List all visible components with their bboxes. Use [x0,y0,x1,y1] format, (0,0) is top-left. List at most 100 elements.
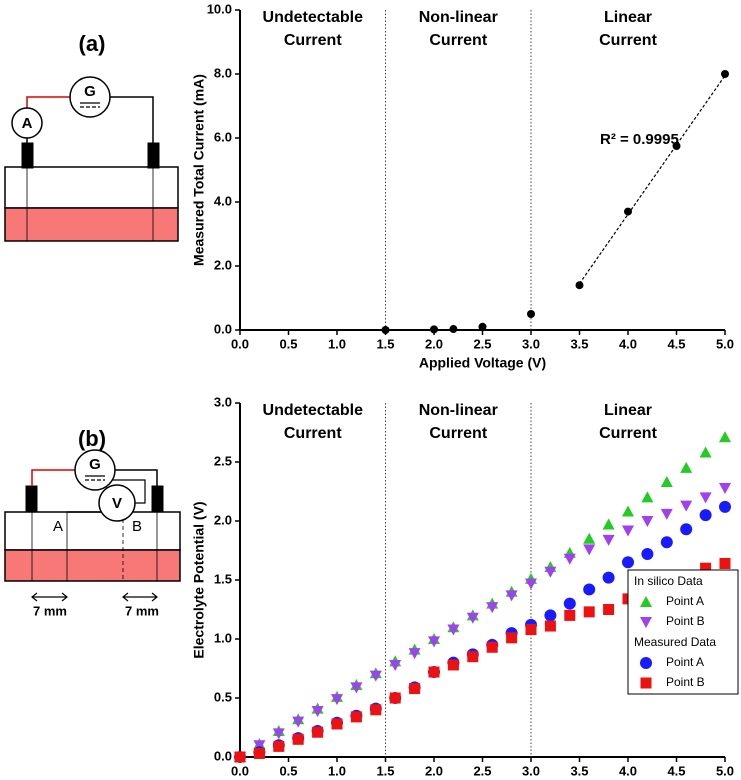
marker [564,609,576,621]
x-tick-label: 2.5 [473,336,491,351]
y-tick-label: 2.0 [214,257,232,272]
region-label: Current [429,32,487,49]
marker [525,578,537,590]
y-tick-label: 8.0 [214,65,232,80]
marker [563,553,576,565]
marker [719,482,731,494]
marker [389,692,401,704]
x-tick-label: 4.0 [619,763,637,778]
galvanostat-label: G [84,83,96,100]
region-label: Current [284,32,342,49]
legend-box [627,569,739,695]
marker [505,590,518,602]
marker [449,325,458,334]
marker [527,310,535,318]
marker [331,718,343,730]
marker [660,508,673,520]
marker [466,612,479,624]
marker [447,659,459,671]
y-tick-label: 0.5 [214,689,232,704]
marker [350,682,363,694]
marker [253,740,266,752]
marker [525,624,537,636]
marker [602,571,615,584]
y-tick-label: 10.0 [207,1,232,16]
fit-line [579,75,726,284]
legend-label: Point A [666,655,704,669]
marker [563,597,576,610]
y-tick-label: 4.0 [214,193,232,208]
legend-group-title: Measured Data [634,635,716,649]
marker [680,523,693,536]
x-tick-label: 4.5 [667,763,685,778]
annotation: R² = 0.9995 [600,131,679,148]
x-tick-label: 2.5 [473,763,491,778]
x-tick-label: 3.0 [522,763,540,778]
marker [680,500,693,512]
marker [622,525,634,537]
legend-label: Point B [666,614,705,628]
marker [583,583,596,596]
y-tick-label: 0.0 [214,748,232,763]
x-tick-label: 2.0 [425,336,443,351]
x-tick-label: 3.5 [570,336,588,351]
marker [641,548,654,561]
marker [719,431,731,443]
x-tick-label: 5.0 [716,336,734,351]
marker [408,648,421,660]
marker [700,562,712,574]
marker [292,716,305,728]
marker [544,609,557,622]
region-label: Linear [604,9,652,26]
marker [447,624,460,636]
marker [428,666,440,678]
panel-label: (a) [79,31,106,56]
marker [622,505,634,517]
y-tick-label: 3.0 [214,394,232,409]
point-b-label: B [132,518,142,535]
marker [486,602,499,614]
legend-label: Point A [666,594,704,608]
region-label: Non-linear [419,402,498,419]
region-label: Undetectable [263,402,364,419]
marker [312,726,324,738]
marker [506,632,518,644]
marker [381,326,390,334]
diagram-a [4,76,179,242]
marker [672,142,681,150]
legend-marker [640,617,652,628]
marker [660,476,673,488]
marker [428,636,440,648]
diagram-b [4,449,181,602]
voltmeter-label: V [112,495,122,512]
x-tick-label: 1.5 [376,763,394,778]
marker [602,534,615,546]
x-tick-label: 4.5 [667,336,685,351]
marker [583,544,596,556]
marker [273,740,285,752]
region-label: Current [284,425,342,442]
marker [721,70,729,78]
marker [583,532,596,544]
y-tick-label: 2.5 [214,453,232,468]
legend-marker [640,657,652,669]
x-tick-label: 0.0 [231,336,249,351]
x-axis-title: Applied Voltage (V) [419,355,546,371]
marker [699,509,712,522]
x-tick-label: 0.0 [231,763,249,778]
y-tick-label: 0.0 [214,321,232,336]
region-label: Current [599,425,657,442]
marker [699,492,712,504]
marker [641,516,654,527]
marker [350,711,362,723]
y-tick-label: 1.0 [214,630,232,645]
marker [544,566,557,578]
ammeter-label: A [22,115,33,132]
marker [389,659,402,671]
x-tick-label: 2.0 [425,763,443,778]
marker [370,704,382,716]
legend-group-title: In silico Data [634,574,703,588]
marker [622,556,634,569]
marker [699,446,712,458]
